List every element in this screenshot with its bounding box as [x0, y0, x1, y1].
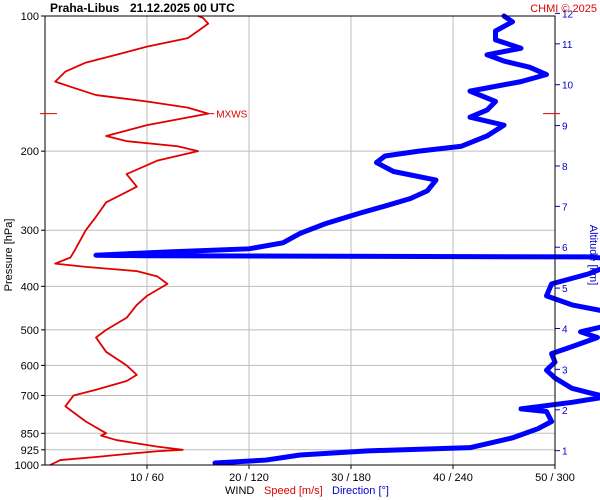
speed-axis-label: Speed [m/s] — [264, 485, 323, 497]
wind-tick-label: 30 / 180 — [331, 472, 371, 484]
pressure-tick-label: 850 — [21, 428, 39, 440]
wind-axis-label: WIND — [225, 485, 254, 497]
station-name: Praha-Libus — [50, 1, 120, 15]
altitude-tick-label: 2 — [562, 406, 568, 417]
pressure-tick-label: 600 — [21, 360, 39, 372]
wind-tick-label: 40 / 240 — [433, 472, 473, 484]
series-layer — [49, 13, 600, 466]
altitude-tick-label: 5 — [562, 284, 568, 295]
altitude-tick-label: 3 — [562, 365, 568, 376]
altitude-tick-label: 7 — [562, 202, 568, 213]
direction-series-line — [93, 13, 600, 466]
pressure-tick-label: 500 — [21, 325, 39, 337]
altitude-tick-label: 12 — [562, 9, 574, 20]
altitude-tick-label: 10 — [562, 81, 574, 92]
altitude-axis-label: Altitude [km] — [587, 225, 599, 286]
altitude-tick-labels: 12345678910111213141516 — [555, 9, 574, 458]
pressure-tick-label: 200 — [21, 146, 39, 158]
pressure-tick-label: 400 — [21, 281, 39, 293]
plot-frame — [44, 15, 556, 466]
sounding-datetime: 21.12.2025 00 UTC — [130, 1, 235, 15]
pressure-tick-label: 925 — [21, 445, 39, 457]
copyright-text: CHMI © 2025 — [530, 3, 597, 15]
pressure-axis-label: Pressure [hPa] — [3, 219, 15, 292]
altitude-tick-label: 9 — [562, 122, 568, 133]
wind-tick-label: 50 / 300 — [535, 472, 575, 484]
speed-series-line — [49, 15, 210, 466]
direction-axis-label: Direction [°] — [332, 485, 389, 497]
altitude-tick-label: 6 — [562, 243, 568, 254]
altitude-tick-label: 1 — [562, 447, 568, 458]
altitude-tick-label: 4 — [562, 325, 568, 336]
pressure-tick-label: 1000 — [15, 460, 39, 472]
wind-tick-label: 10 / 60 — [130, 472, 164, 484]
pressure-tick-label: 300 — [21, 225, 39, 237]
wind-tick-labels: 10 / 60 20 / 120 30 / 180 40 / 240 50 / 300 — [130, 465, 575, 484]
mxws-label: MXWS — [216, 110, 247, 121]
wind-tick-label: 20 / 120 — [229, 472, 269, 484]
mxws-marker: MXWS — [40, 110, 560, 121]
pressure-tick-labels: 100 200 300 400 500 600 700 850 925 1000 — [15, 11, 45, 472]
pressure-tick-label: 100 — [21, 11, 39, 23]
pressure-tick-label: 700 — [21, 390, 39, 402]
altitude-tick-label: 11 — [562, 40, 573, 51]
altitude-tick-label: 8 — [562, 162, 568, 173]
